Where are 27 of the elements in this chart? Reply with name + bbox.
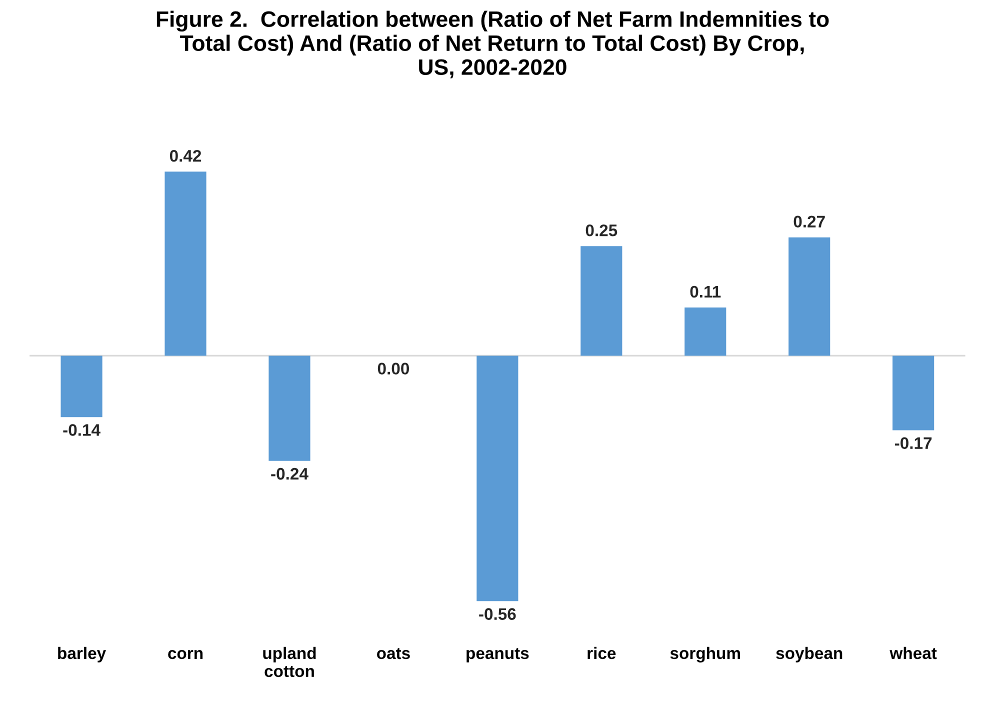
bar bbox=[580, 246, 622, 356]
bar bbox=[476, 356, 518, 602]
x-tick-label: rice bbox=[588, 646, 616, 660]
bar bbox=[268, 356, 310, 461]
data-label: 0.27 bbox=[794, 216, 825, 228]
chart-title: Figure 2. Correlation between (Ratio of Net Farm Indemnities to Total Cost) And (Ratio of Net Return to Total Cost) By Crop, US, 2002-2020 bbox=[156, 10, 829, 78]
bar bbox=[60, 356, 102, 418]
x-tick-label: upland cotton bbox=[263, 646, 316, 678]
data-label: -0.14 bbox=[63, 424, 100, 436]
data-label: 0.00 bbox=[378, 362, 409, 375]
x-tick-label: wheat bbox=[890, 646, 937, 660]
data-label: 0.42 bbox=[170, 150, 202, 162]
x-tick-label: oats bbox=[376, 648, 410, 660]
data-label: -0.17 bbox=[894, 437, 932, 450]
bar bbox=[892, 356, 934, 430]
x-tick-label: peanuts bbox=[466, 648, 529, 662]
data-label: -0.56 bbox=[479, 608, 516, 620]
data-label: 0.25 bbox=[586, 224, 618, 236]
x-tick-label: sorghum bbox=[670, 646, 740, 662]
x-tick-label: corn bbox=[168, 650, 203, 660]
bar bbox=[164, 172, 206, 356]
bar bbox=[684, 308, 726, 356]
bar bbox=[788, 237, 830, 356]
data-label: 0.11 bbox=[690, 286, 721, 298]
x-tick-label: barley bbox=[58, 646, 106, 662]
x-tick-label: soybean bbox=[776, 646, 842, 662]
data-label: -0.24 bbox=[271, 468, 308, 480]
